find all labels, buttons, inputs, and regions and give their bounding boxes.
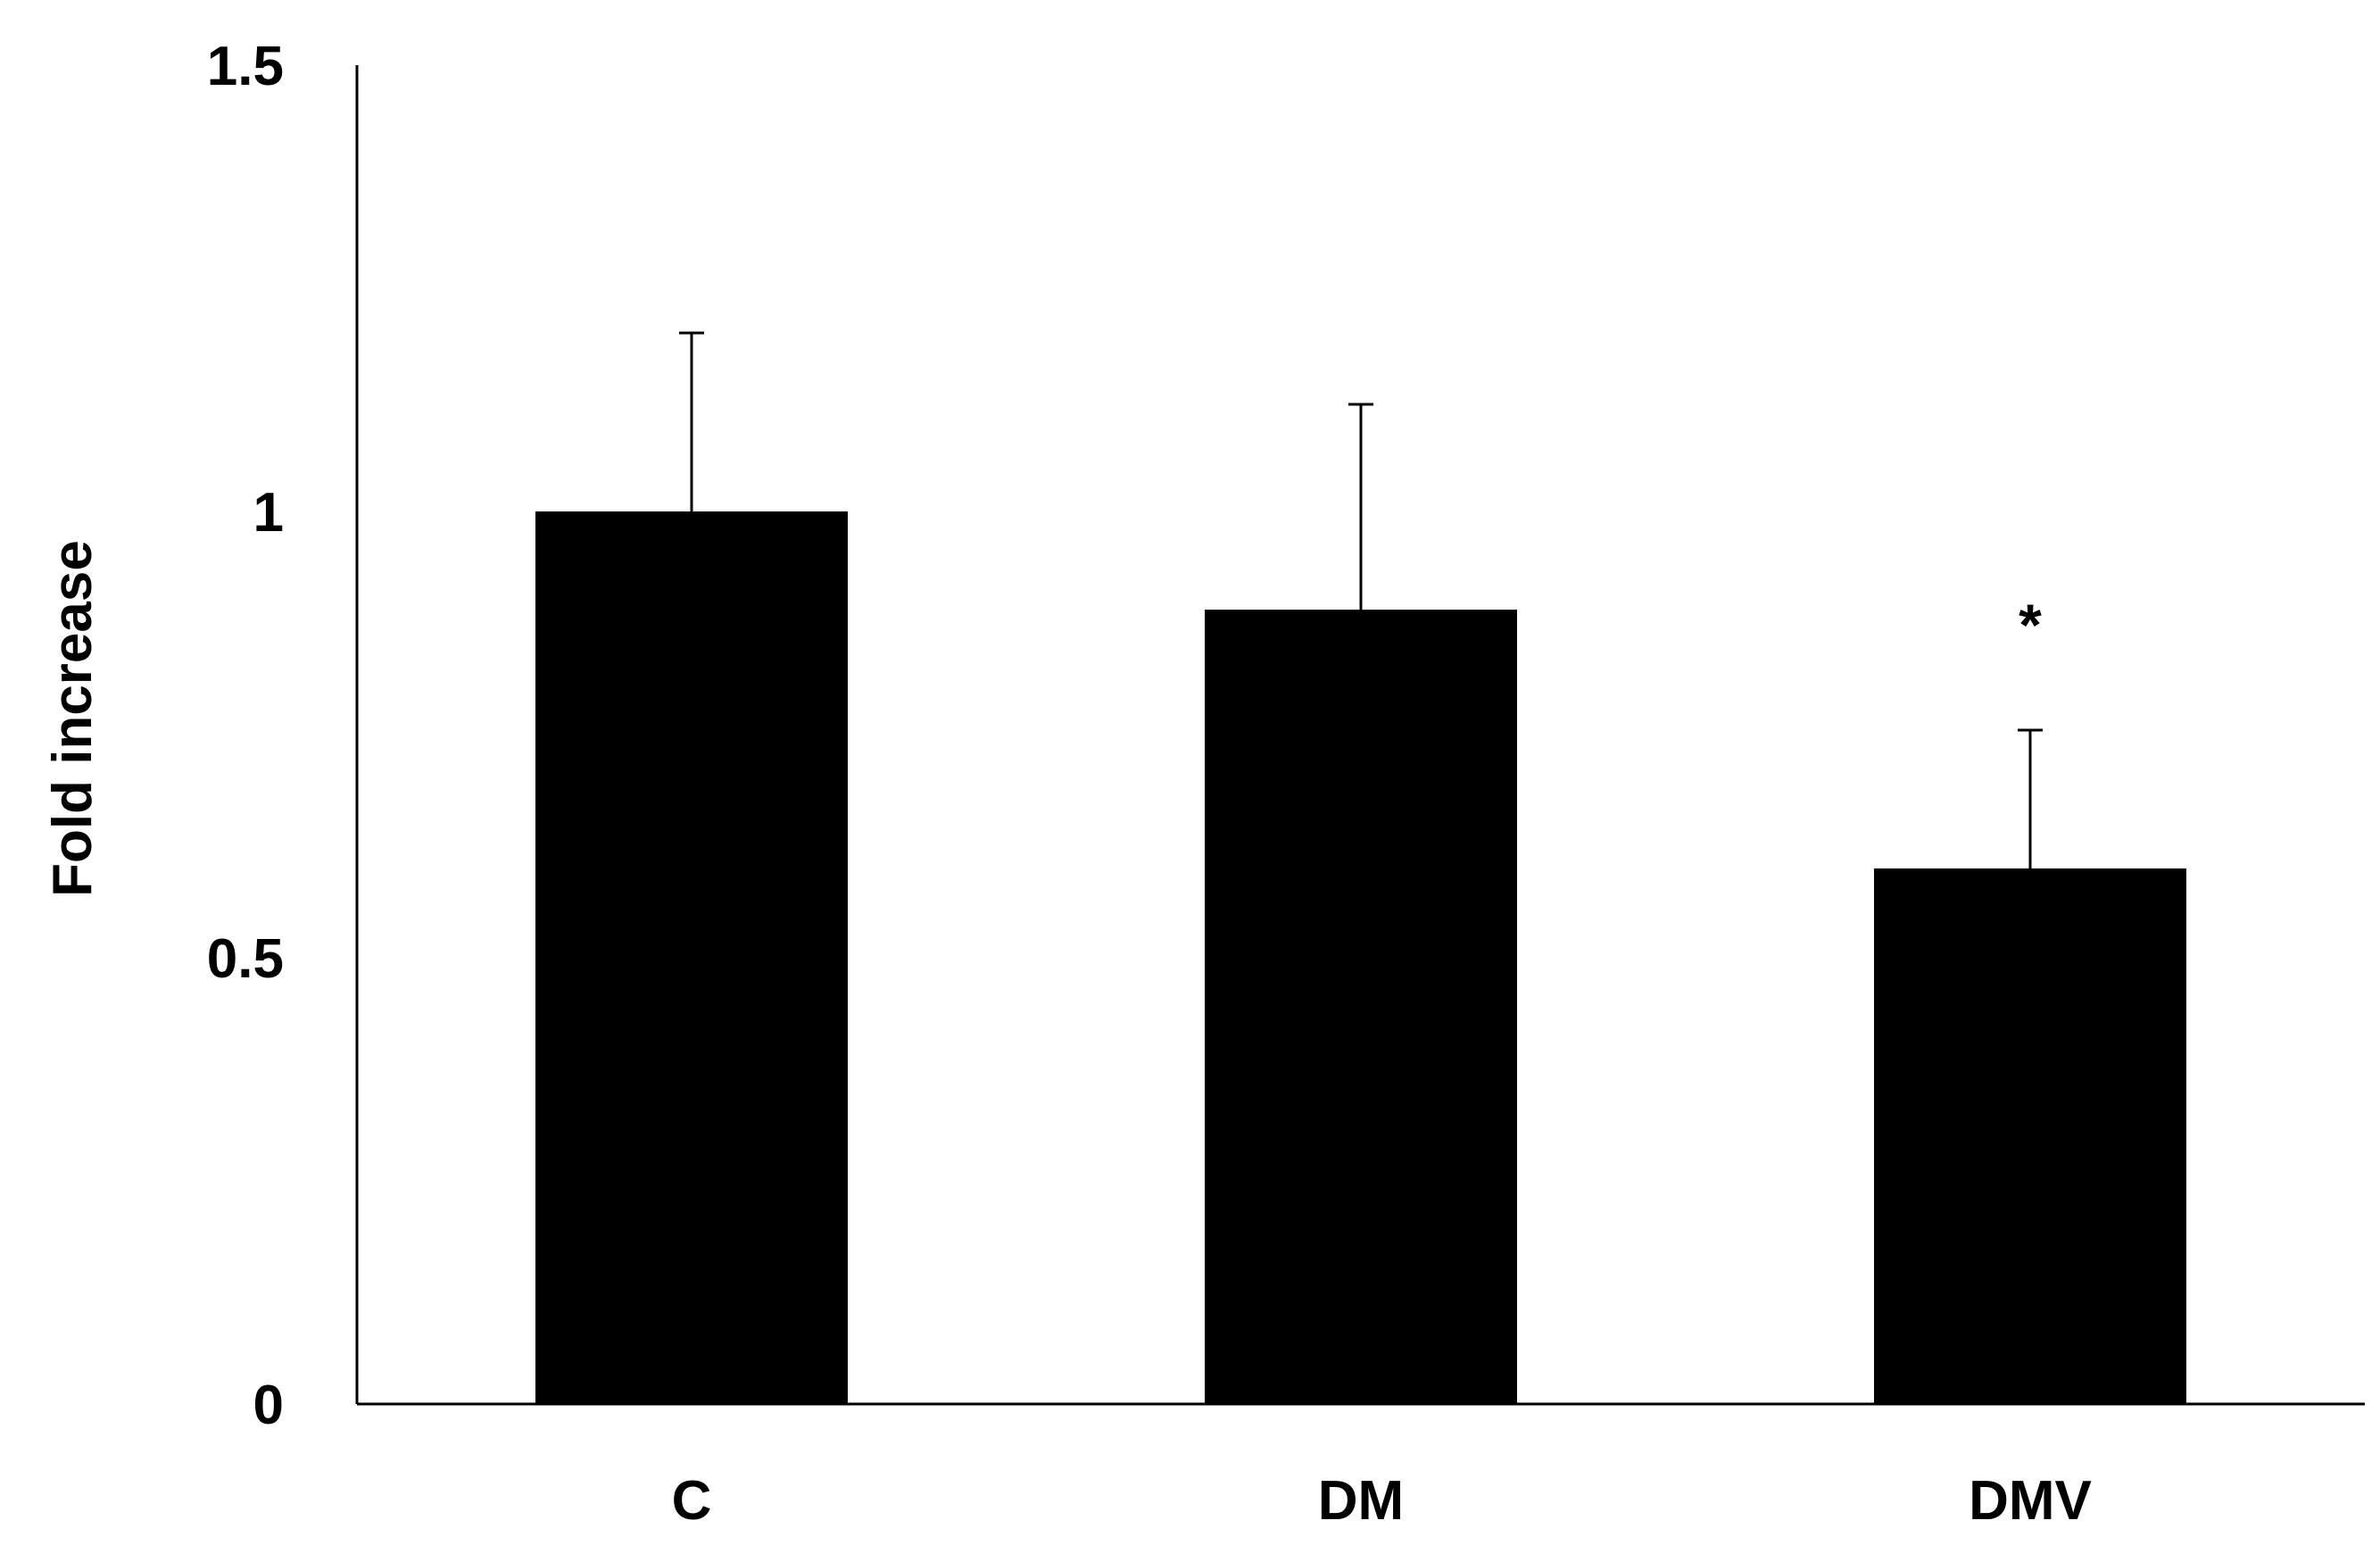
y-axis-label: Fold increase <box>42 540 104 897</box>
y-tick-label: 0 <box>253 1375 284 1436</box>
x-tick-label-c: C <box>672 1470 712 1532</box>
significance-annotation: * <box>2019 592 2042 658</box>
bar-dmv <box>1874 868 2186 1404</box>
y-tick-label: 1.5 <box>207 36 284 97</box>
plot-area: 0 0.5 1 1.5 C DM DMV * <box>207 36 2365 1532</box>
x-tick-label-dm: DM <box>1318 1470 1404 1532</box>
y-tick-label: 0.5 <box>207 928 284 990</box>
bar-dm <box>1205 610 1517 1404</box>
bar-c <box>535 511 848 1404</box>
x-tick-label-dmv: DMV <box>1969 1470 2092 1532</box>
y-tick-label: 1 <box>253 482 284 544</box>
